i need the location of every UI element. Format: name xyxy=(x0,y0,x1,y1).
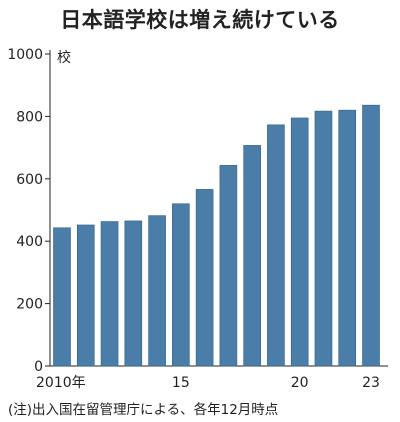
x-tick-label-2023: 23 xyxy=(362,375,380,391)
y-tick-label: 1000 xyxy=(7,47,43,63)
y-axis-ticks: 0 200 400 600 800 1000 xyxy=(7,47,50,375)
y-axis-unit-label: 校 xyxy=(57,49,71,66)
bar-2013 xyxy=(124,220,143,367)
bar-2021 xyxy=(314,110,333,367)
bar-2012 xyxy=(100,221,119,367)
x-tick-label-2015: 15 xyxy=(172,375,190,391)
bar-2019 xyxy=(267,124,285,367)
bar-2015 xyxy=(172,203,190,367)
x-tick-label-2010: 2010年 xyxy=(36,375,86,391)
y-tick-label: 600 xyxy=(16,172,43,188)
chart-title: 日本語学校は増え続けている xyxy=(60,8,340,32)
bar-2010 xyxy=(53,227,71,367)
source-note: (注)出入国在留管理庁による、各年12月時点 xyxy=(8,402,279,418)
y-tick-label: 800 xyxy=(16,109,43,125)
bar-2017 xyxy=(219,165,238,367)
bar-2011 xyxy=(76,224,95,367)
bar-2018 xyxy=(243,145,261,367)
bar-2016 xyxy=(195,189,214,367)
bars xyxy=(53,104,380,367)
y-tick-label: 200 xyxy=(16,297,43,313)
bar-2023 xyxy=(362,104,380,367)
x-tick-label-2020: 20 xyxy=(291,375,309,391)
y-tick-label: 0 xyxy=(34,359,43,375)
bar-2014 xyxy=(148,215,166,367)
bar-2022 xyxy=(338,109,357,367)
bar-2020 xyxy=(290,117,309,367)
x-axis-ticks: 2010年 15 20 23 xyxy=(36,375,380,391)
y-tick-label: 400 xyxy=(16,234,43,250)
